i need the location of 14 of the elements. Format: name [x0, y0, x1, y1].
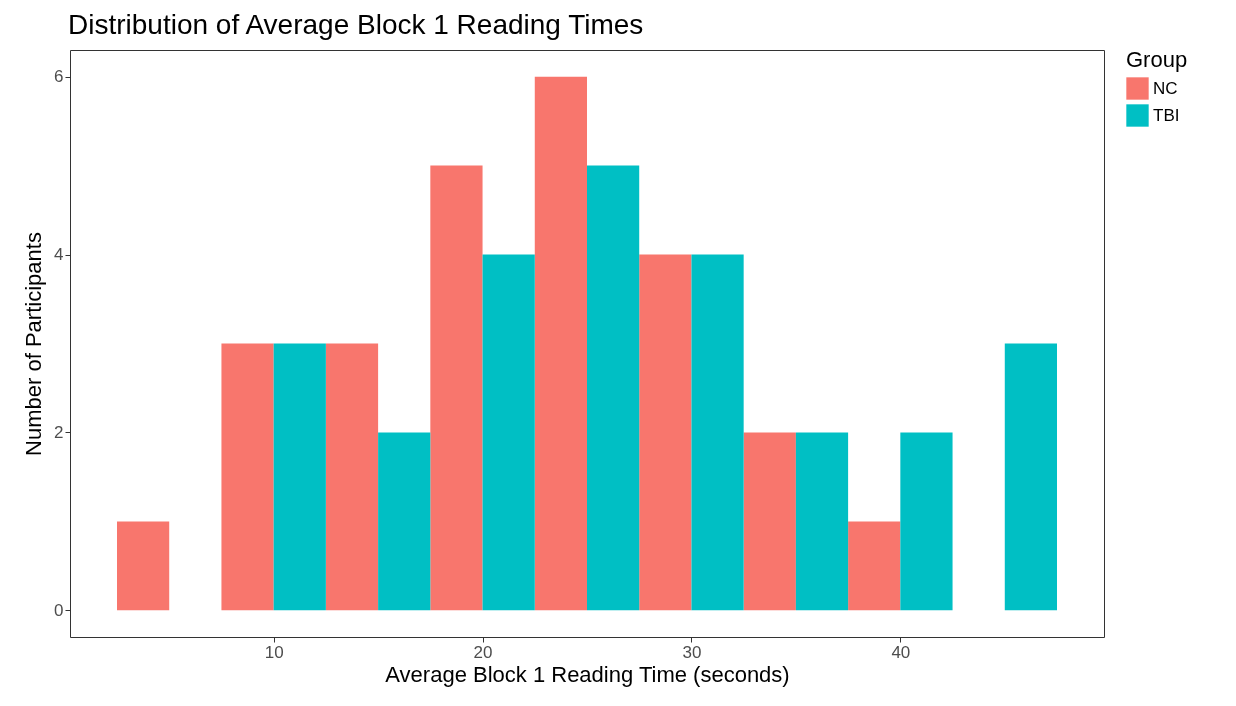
- legend-label: NC: [1153, 78, 1178, 98]
- legend-label: TBI: [1153, 105, 1180, 125]
- x-tick-label: 30: [682, 642, 702, 662]
- y-axis-title: Number of Participants: [21, 232, 47, 456]
- y-tick-label: 4: [54, 245, 64, 265]
- x-tick-label: 10: [264, 642, 284, 662]
- x-tick-label: 20: [473, 642, 493, 662]
- y-tick-label: 0: [54, 600, 64, 620]
- x-axis-title: Average Block 1 Reading Time (seconds): [385, 661, 790, 687]
- y-tick-label: 6: [54, 67, 64, 87]
- chart-title: Distribution of Average Block 1 Reading Times: [68, 9, 644, 40]
- x-tick-label: 40: [891, 642, 911, 662]
- y-tick-label: 2: [54, 422, 64, 442]
- legend-title: Group: [1126, 47, 1188, 72]
